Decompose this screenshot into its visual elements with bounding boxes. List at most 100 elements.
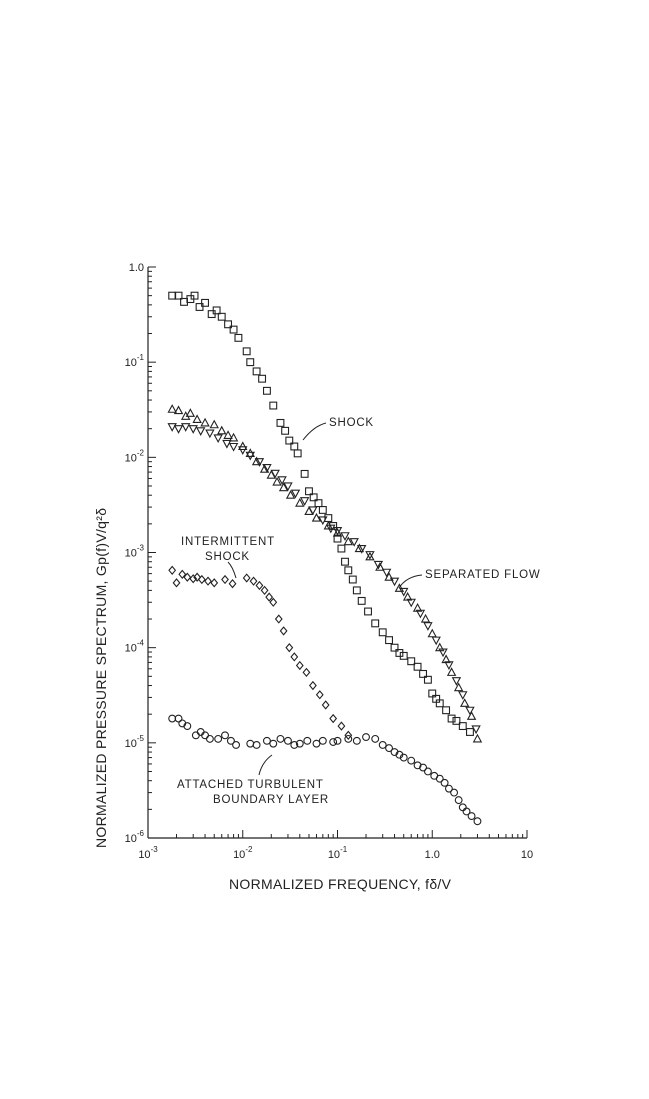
data-point-diamond — [255, 580, 264, 591]
data-point-circle — [174, 714, 183, 723]
data-point-circle — [295, 739, 304, 748]
data-point-diamond — [329, 713, 338, 724]
data-point-square — [300, 469, 309, 478]
data-point-diamond — [315, 690, 324, 700]
data-point-triangle-up — [167, 404, 177, 413]
data-point-circle — [419, 763, 428, 772]
data-point-square — [224, 320, 233, 329]
data-point-square — [390, 643, 399, 652]
data-point-diamond — [193, 572, 202, 582]
data-point-triangle-down — [277, 476, 287, 485]
data-point-circle — [371, 734, 380, 743]
annotation-separated-flow: SEPARATED FLOW — [425, 569, 541, 581]
annotation-attached-line2: BOUNDARY LAYER — [213, 794, 329, 806]
data-point-diamond — [260, 585, 269, 596]
data-point-square — [413, 662, 422, 671]
data-point-triangle-down — [438, 648, 448, 658]
data-point-triangle-down — [399, 587, 409, 597]
data-point-diamond — [285, 643, 294, 653]
data-point-square — [348, 575, 357, 584]
data-point-circle — [454, 796, 463, 805]
data-point-circle — [385, 744, 394, 753]
data-point-square — [217, 312, 226, 321]
data-point-square — [309, 493, 318, 502]
data-point-circle — [450, 788, 459, 797]
data-point-triangle-down — [254, 458, 265, 467]
data-point-triangle-down — [228, 442, 239, 452]
data-point-triangle-down — [195, 427, 206, 436]
data-point-triangle-down — [326, 524, 336, 534]
data-point-square — [285, 436, 294, 445]
data-point-diamond — [295, 660, 304, 671]
data-point-triangle-up — [251, 456, 262, 466]
data-point-diamond — [204, 576, 212, 586]
data-point-square — [276, 418, 285, 427]
data-point-square — [378, 628, 387, 637]
data-point-triangle-up — [354, 543, 365, 553]
data-point-square — [458, 722, 467, 731]
data-point-diamond — [290, 652, 299, 662]
data-point-circle — [252, 741, 261, 749]
data-point-circle — [276, 734, 285, 743]
data-point-triangle-down — [188, 425, 198, 434]
annotation-attached-leader — [258, 754, 273, 776]
data-point-diamond — [269, 597, 278, 607]
data-point-circle — [344, 734, 353, 743]
data-point-square — [329, 522, 338, 530]
data-point-triangle-down — [180, 423, 191, 432]
data-point-square — [357, 596, 366, 605]
data-point-square — [242, 347, 251, 356]
annotation-intermittent-line2: SHOCK — [205, 551, 250, 563]
data-point-circle — [303, 736, 312, 745]
data-point-circle — [290, 741, 299, 749]
data-point-diamond — [279, 626, 288, 636]
data-point-diamond — [197, 574, 206, 585]
data-point-square — [234, 333, 243, 342]
data-point-triangle-up — [278, 482, 289, 492]
data-point-circle — [284, 736, 292, 745]
data-point-circle — [205, 734, 214, 743]
data-point-diamond — [178, 569, 187, 579]
data-point-triangle-up — [285, 490, 296, 499]
data-point-triangle-up — [185, 408, 196, 417]
data-point-triangle-up — [466, 711, 477, 720]
data-point-square — [190, 291, 199, 300]
y-tick-label: 10-3 — [125, 544, 145, 560]
data-point-diamond — [168, 565, 177, 575]
data-point-circle — [407, 756, 416, 765]
annotation-shock-leader — [302, 422, 327, 441]
data-point-diamond — [210, 578, 219, 588]
data-point-triangle-down — [415, 609, 426, 619]
data-point-circle — [191, 731, 200, 740]
x-tick-label: 10 — [521, 849, 533, 861]
data-point-triangle-up — [459, 698, 470, 707]
x-tick-label: 10-1 — [328, 845, 348, 861]
x-tick-labels: 10-3 10-2 10-1 1.0 10 — [138, 845, 533, 861]
data-point-circle — [232, 741, 241, 749]
x-tick-label: 1.0 — [425, 849, 440, 861]
data-point-circle — [318, 736, 327, 745]
data-point-triangle-up — [427, 628, 437, 638]
data-point-triangle-down — [451, 677, 462, 686]
data-point-triangle-up — [311, 512, 322, 522]
data-point-circle — [352, 736, 361, 745]
data-point-square — [201, 298, 209, 307]
data-point-triangle-down — [262, 464, 272, 473]
data-point-triangle-down — [389, 577, 400, 587]
y-tick-label: 10-4 — [125, 639, 145, 655]
data-point-square — [252, 367, 261, 376]
data-point-square — [305, 487, 313, 496]
y-tick-labels: 1.0 10-1 10-2 10-3 10-4 10-5 10-6 — [125, 262, 145, 845]
data-point-diamond — [265, 592, 274, 602]
data-point-square — [281, 426, 290, 435]
data-point-triangle-up — [295, 498, 305, 507]
annotation-attached-line1: ATTACHED TURBULENT — [177, 779, 324, 791]
data-point-square — [447, 714, 456, 723]
data-point-square — [371, 619, 380, 628]
data-point-circle — [362, 733, 370, 742]
data-point-triangle-down — [173, 425, 184, 434]
annotation-shock: SHOCK — [329, 417, 374, 429]
data-point-square — [168, 291, 177, 300]
data-point-triangle-up — [209, 419, 219, 429]
data-point-circle — [226, 736, 235, 745]
